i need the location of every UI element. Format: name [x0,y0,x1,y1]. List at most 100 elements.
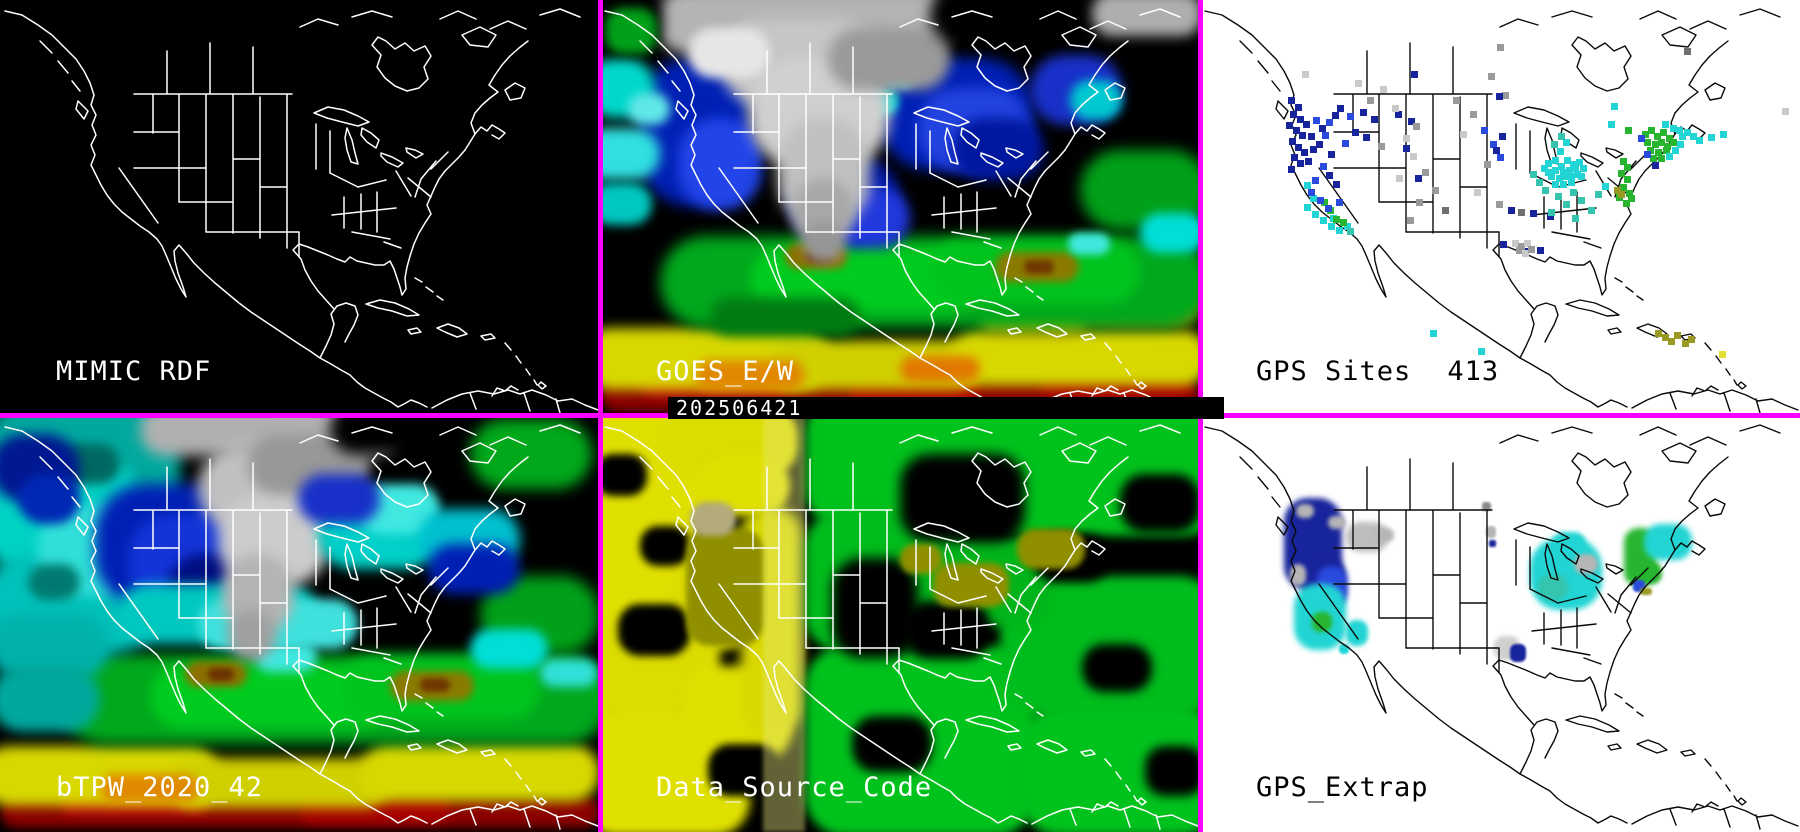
gps-station-dot [1301,149,1308,156]
field-blob [470,629,548,669]
gps-station-dot [1696,137,1703,144]
north-america-map [1204,424,1799,830]
gps-station-dot [1655,330,1662,337]
gps-station-dot [1326,119,1333,126]
field-blob [950,330,1200,386]
gps-sites-count: 413 [1447,356,1500,387]
gps-station-dot [1496,201,1503,208]
panel-gps-sites[interactable]: GPS Sites 413 [1200,0,1800,416]
gps-station-dot [1552,181,1559,188]
gps-station-dot [1655,149,1662,156]
field-blob [470,419,592,489]
field-blob [1082,644,1152,692]
panel-gps-extrap[interactable]: GPS_Extrap [1200,416,1800,832]
gps-station-dot [1411,71,1418,78]
gps-station-dot [1360,109,1367,116]
field-blob [330,416,450,454]
gps-station-dot [1620,184,1627,191]
field-blob [18,474,80,524]
gps-station-dot [1530,171,1537,178]
panel-data-source-code[interactable]: Data_Source_Code [600,416,1200,832]
gps-station-dot [1333,216,1340,223]
gps-station-dot [1611,103,1618,110]
field-blob [360,744,600,802]
north-america-map [604,424,1199,830]
panel-mimic-rdf[interactable]: MIMIC RDF [0,0,600,416]
gps-station-dot [1662,121,1669,128]
field-blob [618,604,690,656]
gps-station-dot [1340,219,1347,226]
gps-station-dot [1568,173,1575,180]
timestamp-bar: 202506421 [668,397,1224,420]
panel-goes-ew[interactable]: GOES_E/W [600,0,1200,416]
gps-station-dot [1304,204,1311,211]
gps-station-dot [1670,139,1677,146]
gps-station-dot [1670,125,1677,132]
panel-label-mimic-rdf: MIMIC RDF [56,356,212,387]
gps-station-dot [1719,351,1726,358]
field-blob [170,758,390,808]
field-blob [1510,644,1526,662]
field-blob [1376,528,1394,542]
gps-station-dot [1644,139,1651,146]
gps-station-dot [1720,131,1727,138]
gps-station-dot [1682,340,1689,347]
gps-station-dot [1563,201,1570,208]
field-blob [1024,260,1054,274]
gps-station-dot [1625,127,1632,134]
gps-station-dot [1499,133,1506,140]
field-blob [930,0,1060,45]
field-blob [298,474,380,524]
field-blob [763,416,805,832]
gps-sites-label: GPS Sites [1256,356,1412,387]
field-blob [1328,516,1346,529]
gps-station-dot [1572,215,1579,222]
gps-station-dot [1674,332,1681,339]
gps-station-dot [1563,139,1570,146]
gps-station-dot [1396,175,1403,182]
gps-station-dot [1560,169,1567,176]
field-blob [900,454,1025,542]
field-blob [228,609,276,661]
gps-station-dot [1614,187,1621,194]
gps-station-dot [1403,135,1410,142]
gps-station-dot [1684,48,1691,55]
gps-station-dot [1679,133,1686,140]
gps-station-dot [1470,111,1477,118]
gps-station-dot [1537,247,1544,254]
gps-station-dot [1626,190,1633,197]
gps-station-dot [1644,151,1651,158]
gps-station-dot [1380,86,1387,93]
gps-station-dot [1371,116,1378,123]
gps-station-dot [1289,138,1296,145]
gps-station-dot [1497,154,1504,161]
gps-station-dot [1336,199,1343,206]
gps-station-dot [1652,141,1659,148]
gps-station-dot [1547,213,1554,220]
gps-station-dot [1304,182,1311,189]
gps-station-dot [1317,197,1324,204]
gps-station-dot [1312,211,1319,218]
gps-station-dot [1564,157,1571,164]
field-blob [100,774,200,802]
gps-station-dot [1297,160,1304,167]
gps-station-dot [1555,193,1562,200]
gps-station-dot [1548,209,1555,216]
gps-station-dot [1572,165,1579,172]
field-blob [1017,529,1085,569]
data-source-field [600,416,1200,832]
panel-btpw[interactable]: bTPW_2020_42 [0,416,600,832]
gps-station-dot [1658,139,1665,146]
north-america-map [4,424,599,830]
gps-station-dot [1548,173,1555,180]
field-blob [708,744,780,796]
gps-station-dot [1662,334,1669,341]
field-blob [28,564,80,600]
field-blob [1140,213,1200,253]
gps-station-dot [1299,132,1306,139]
gps-station-dot [1664,143,1671,150]
gps-station-dot [1652,162,1659,169]
gps-station-dot [1336,227,1343,234]
gps-station-dot [1478,348,1485,355]
gps-station-dot [1310,146,1317,153]
